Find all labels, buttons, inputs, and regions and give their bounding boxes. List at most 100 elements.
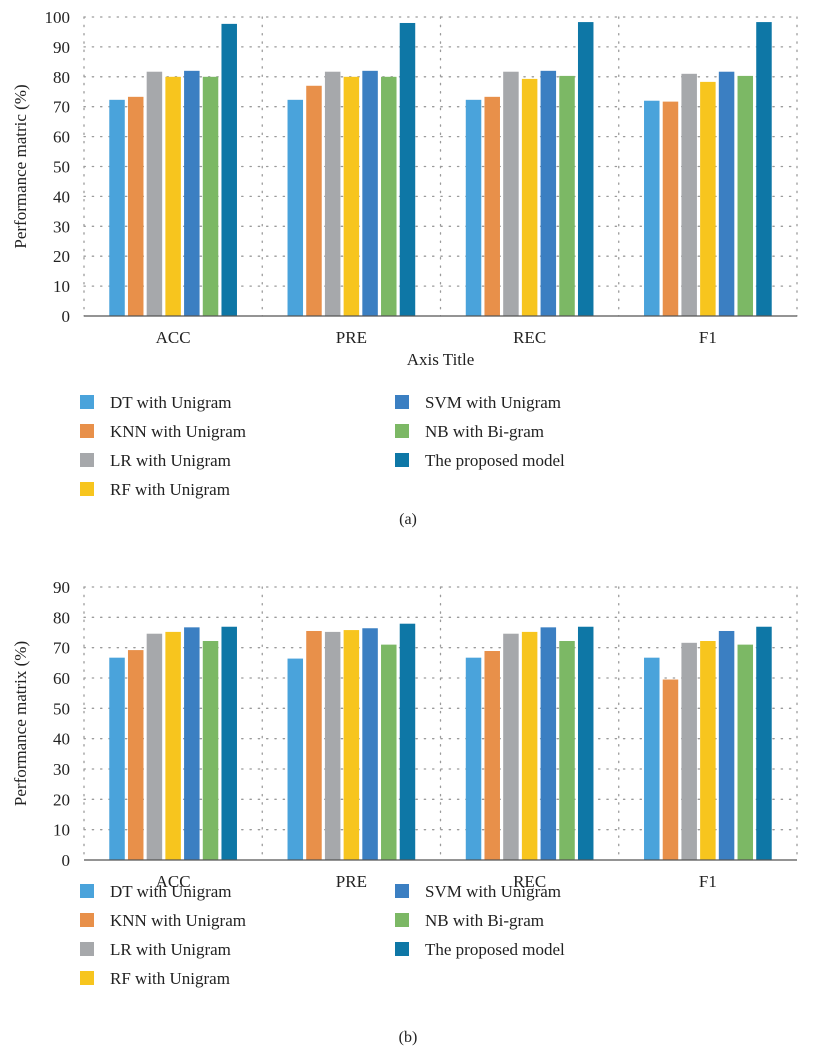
y-tick-label: 50 xyxy=(53,699,70,718)
legend-label: SVM with Unigram xyxy=(425,882,561,901)
bar xyxy=(577,22,594,316)
y-tick-label: 20 xyxy=(53,790,70,809)
legend-swatch xyxy=(395,913,409,927)
bar xyxy=(718,630,735,860)
legend-swatch xyxy=(80,884,94,898)
bar xyxy=(165,76,181,316)
bar xyxy=(644,657,660,860)
y-tick-label: 10 xyxy=(53,821,70,840)
y-tick-label: 50 xyxy=(53,158,70,177)
bar xyxy=(681,642,697,860)
bar xyxy=(381,644,397,860)
x-tick-label: F1 xyxy=(699,872,717,891)
legend-label: DT with Unigram xyxy=(110,393,232,412)
y-tick-label: 70 xyxy=(53,639,70,658)
legend-label: KNN with Unigram xyxy=(110,422,246,441)
legend-swatch xyxy=(80,913,94,927)
legend-label: KNN with Unigram xyxy=(110,911,246,930)
y-axis-title: Performance matric (%) xyxy=(11,84,30,248)
legend-label: RF with Unigram xyxy=(110,969,230,988)
y-tick-label: 90 xyxy=(53,578,70,597)
x-tick-label: PRE xyxy=(336,328,367,347)
legend: DT with Unigram KNN with Unigram LR with U… xyxy=(80,882,565,988)
panel-label: (b) xyxy=(399,1029,418,1046)
bar xyxy=(700,640,716,860)
bar xyxy=(184,627,200,860)
legend-label: NB with Bi-gram xyxy=(425,422,544,441)
y-tick-label: 40 xyxy=(53,730,70,749)
bar xyxy=(306,85,322,317)
bar xyxy=(521,78,538,316)
legend-label: LR with Unigram xyxy=(110,451,231,470)
bar xyxy=(362,628,378,860)
bar xyxy=(109,99,125,316)
bar xyxy=(399,623,416,860)
x-tick-label: PRE xyxy=(336,872,367,891)
y-tick-label: 30 xyxy=(53,217,70,236)
bar xyxy=(343,76,360,316)
y-axis-title: Performance matrix (%) xyxy=(11,641,30,806)
legend-label: RF with Unigram xyxy=(110,480,230,499)
legend-swatch xyxy=(80,453,94,467)
bar xyxy=(681,73,697,316)
bar xyxy=(503,71,519,316)
legend-label: DT with Unigram xyxy=(110,882,232,901)
x-tick-label: ACC xyxy=(156,328,191,347)
bar xyxy=(202,640,219,860)
chart-panel-b: 0 10 20 30 40 50 60 70 80 90 Performance matrix (%… xyxy=(11,578,798,1046)
legend-swatch xyxy=(80,482,94,496)
legend-label: NB with Bi-gram xyxy=(425,911,544,930)
legend-swatch xyxy=(80,424,94,438)
bar xyxy=(362,70,378,316)
chart-panel-a: 0 10 20 30 40 50 60 70 80 90 100 Performance matric… xyxy=(11,8,798,528)
bar xyxy=(503,633,519,860)
legend-label: The proposed model xyxy=(425,940,565,959)
bar xyxy=(287,99,304,316)
x-axis-title: Axis Title xyxy=(407,350,475,369)
bar xyxy=(644,100,660,316)
legend-swatch xyxy=(395,395,409,409)
bar xyxy=(484,96,500,316)
bar xyxy=(540,627,557,860)
bar xyxy=(465,657,482,860)
bar xyxy=(662,101,679,316)
bar xyxy=(559,75,575,316)
legend-swatch xyxy=(395,942,409,956)
y-tick-label: 40 xyxy=(53,187,70,206)
y-tick-label: 20 xyxy=(53,247,70,266)
bar xyxy=(165,631,181,860)
bar xyxy=(146,71,163,316)
x-tick-label: REC xyxy=(513,872,546,891)
legend: DT with Unigram KNN with Unigram LR with U… xyxy=(80,393,565,499)
x-tick-label: REC xyxy=(513,328,546,347)
y-tick-label: 100 xyxy=(45,8,71,27)
bar xyxy=(540,70,557,316)
bar xyxy=(221,23,237,316)
panel-label: (a) xyxy=(399,511,417,528)
legend-label: The proposed model xyxy=(425,451,565,470)
bar xyxy=(343,630,360,860)
bar xyxy=(324,71,341,316)
legend-swatch xyxy=(80,971,94,985)
y-tick-label: 10 xyxy=(53,277,70,296)
bar xyxy=(184,70,200,316)
y-tick-label: 60 xyxy=(53,128,70,147)
legend-label: LR with Unigram xyxy=(110,940,231,959)
bar xyxy=(521,631,538,860)
bar xyxy=(700,81,716,317)
bar xyxy=(381,76,397,316)
legend-label: SVM with Unigram xyxy=(425,393,561,412)
bar xyxy=(221,626,237,860)
x-tick-label: F1 xyxy=(699,328,717,347)
bar xyxy=(756,626,772,860)
bar xyxy=(127,650,144,860)
bar xyxy=(202,76,219,316)
bar xyxy=(756,22,772,316)
legend-swatch xyxy=(395,453,409,467)
bar xyxy=(577,626,594,860)
bar xyxy=(737,75,754,316)
legend-swatch xyxy=(395,884,409,898)
legend-swatch xyxy=(80,395,94,409)
legend-swatch xyxy=(395,424,409,438)
